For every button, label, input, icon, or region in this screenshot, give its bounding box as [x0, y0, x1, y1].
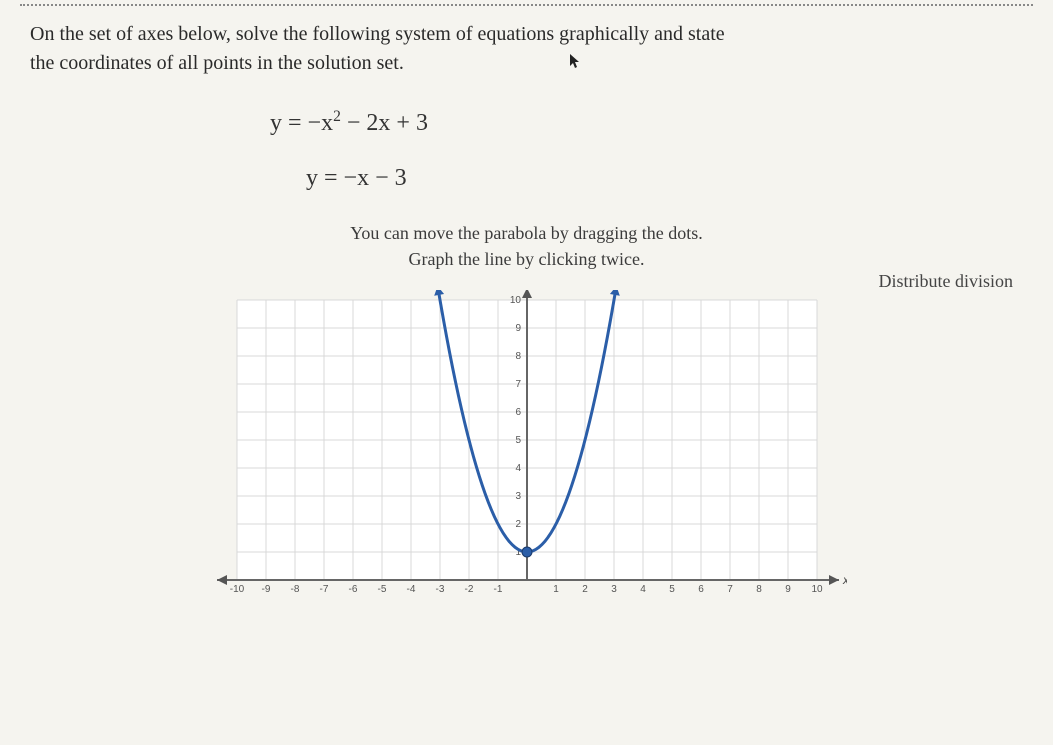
equations-block: y = −x2 − 2x + 3 y = −x − 3 [270, 108, 1053, 192]
svg-text:-6: -6 [348, 584, 357, 595]
graph-container[interactable]: -10-9-8-7-6-5-4-3-2-11234567891012345678… [207, 290, 847, 600]
svg-text:5: 5 [515, 435, 521, 446]
svg-text:10: 10 [811, 584, 823, 595]
svg-text:-10: -10 [229, 584, 244, 595]
svg-text:7: 7 [727, 584, 733, 595]
svg-text:4: 4 [640, 584, 646, 595]
question-line1: On the set of axes below, solve the foll… [30, 23, 725, 45]
eq1-rhs-a: −x [308, 110, 334, 136]
svg-text:-5: -5 [377, 584, 386, 595]
equation-2: y = −x − 3 [306, 165, 1053, 192]
svg-text:4: 4 [515, 463, 521, 474]
svg-text:8: 8 [756, 584, 762, 595]
svg-text:5: 5 [669, 584, 675, 595]
cursor-icon [569, 53, 581, 69]
svg-text:1: 1 [553, 584, 559, 595]
question-line2: the coordinates of all points in the sol… [30, 52, 404, 74]
eq1-lhs: y [270, 110, 282, 136]
instruction-line1: You can move the parabola by dragging th… [350, 223, 703, 243]
svg-text:9: 9 [785, 584, 791, 595]
question-text: On the set of axes below, solve the foll… [30, 20, 1023, 78]
svg-text:-8: -8 [290, 584, 299, 595]
eq1-equals: = [288, 110, 308, 136]
svg-text:-1: -1 [493, 584, 502, 595]
svg-text:-2: -2 [464, 584, 473, 595]
svg-text:6: 6 [515, 407, 521, 418]
equation-1: y = −x2 − 2x + 3 [270, 108, 1053, 137]
svg-text:2: 2 [515, 519, 521, 530]
eq1-rhs-b: − 2x + 3 [341, 110, 428, 136]
svg-text:3: 3 [611, 584, 617, 595]
svg-text:3: 3 [515, 491, 521, 502]
svg-text:-7: -7 [319, 584, 328, 595]
instruction-line2: Graph the line by clicking twice. [409, 249, 645, 269]
graph-instruction: You can move the parabola by dragging th… [167, 220, 887, 272]
svg-text:8: 8 [515, 351, 521, 362]
coordinate-grid[interactable]: -10-9-8-7-6-5-4-3-2-11234567891012345678… [207, 290, 847, 600]
svg-text:10: 10 [509, 295, 521, 306]
eq1-exp: 2 [333, 108, 341, 125]
svg-text:9: 9 [515, 323, 521, 334]
svg-text:2: 2 [582, 584, 588, 595]
svg-text:7: 7 [515, 379, 521, 390]
svg-text:x: x [842, 573, 847, 587]
top-dotted-rule [20, 4, 1033, 6]
side-note[interactable]: Distribute division [879, 271, 1014, 292]
svg-text:-9: -9 [261, 584, 270, 595]
svg-text:-4: -4 [406, 584, 415, 595]
svg-text:6: 6 [698, 584, 704, 595]
svg-text:-3: -3 [435, 584, 444, 595]
